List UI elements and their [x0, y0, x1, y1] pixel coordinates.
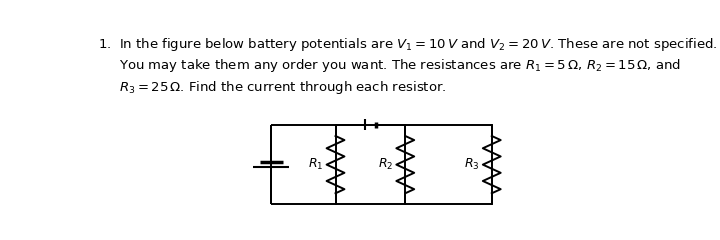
Text: You may take them any order you want. The resistances are $R_1 = 5\,\Omega$, $R_: You may take them any order you want. Th… — [119, 57, 681, 74]
Text: $R_3 = 25\,\Omega$. Find the current through each resistor.: $R_3 = 25\,\Omega$. Find the current thr… — [119, 79, 446, 96]
Text: $R_2$: $R_2$ — [378, 157, 394, 172]
Text: $R_1$: $R_1$ — [308, 157, 324, 172]
Text: $R_3$: $R_3$ — [464, 157, 480, 172]
Text: 1.  In the figure below battery potentials are $V_1 = 10\,V$ and $V_2 = 20\,V$. : 1. In the figure below battery potential… — [99, 36, 718, 53]
